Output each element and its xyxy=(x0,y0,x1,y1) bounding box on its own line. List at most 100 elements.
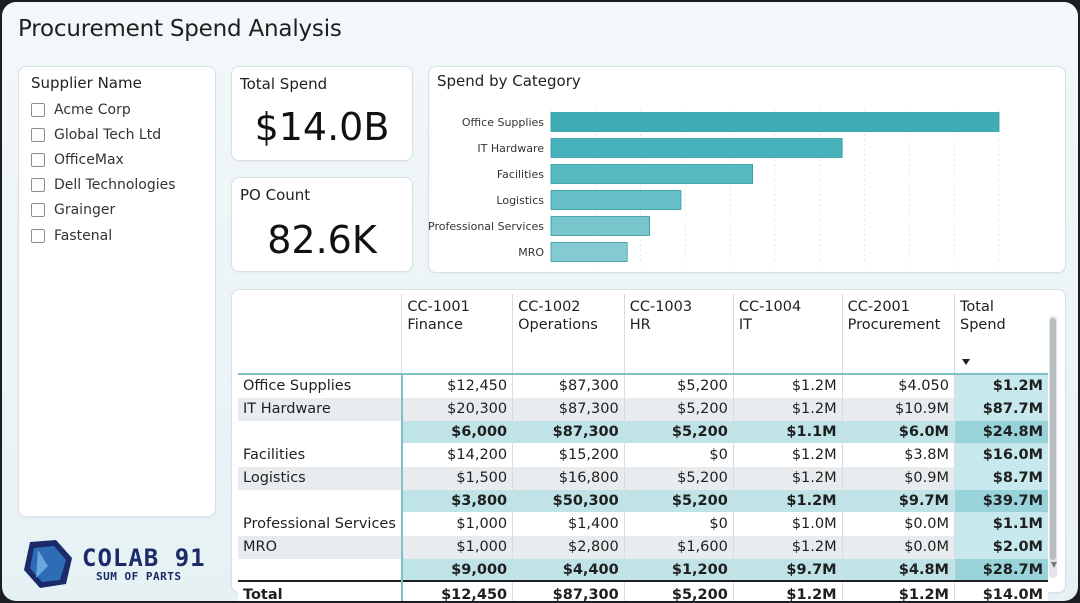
row-label: Total xyxy=(238,580,402,601)
vertical-scrollbar[interactable] xyxy=(1049,316,1057,578)
row-label xyxy=(238,421,402,443)
table-cell: $2,800 xyxy=(512,535,625,559)
table-cell: $1.2M xyxy=(732,374,843,398)
checkbox[interactable] xyxy=(31,228,45,243)
slicer-item-label: Global Tech Ltd xyxy=(54,126,162,143)
total-spend-cell: $2.0M xyxy=(954,535,1048,559)
checkbox[interactable] xyxy=(31,127,45,142)
table-cell: $5,200 xyxy=(623,421,734,443)
kpi-value: $14.0B xyxy=(254,105,390,149)
column-header[interactable]: CC-1001 Finance xyxy=(401,294,513,375)
bar[interactable] xyxy=(550,164,754,184)
sort-descending-icon[interactable] xyxy=(962,359,970,365)
table-cell: $1.2M xyxy=(732,466,843,490)
total-spend-card: Total Spend $14.0B xyxy=(231,66,413,161)
slicer-item-dell[interactable]: Dell Technologies xyxy=(31,173,176,198)
category-label: IT Hardware xyxy=(477,142,544,155)
column-header[interactable]: CC-1004 IT xyxy=(732,294,843,375)
subtotal-row[interactable]: $6,000 $87,300 $5,200 $1.1M $6.0M $24.8M xyxy=(238,421,1048,443)
column-header-line2: IT xyxy=(738,317,752,333)
total-spend-cell: $24.8M xyxy=(954,421,1048,443)
slicer-item-label: Acme Corp xyxy=(54,101,131,118)
table-cell: $5,200 xyxy=(623,580,734,601)
slicer-item-acme-corp[interactable]: Acme Corp xyxy=(31,97,176,122)
colab91-logo: COLAB 91 SUM OF PARTS xyxy=(20,536,210,592)
table-cell: $4.050 xyxy=(841,374,955,398)
table-cell: $1.2M xyxy=(732,443,843,467)
checkbox[interactable] xyxy=(31,102,45,117)
table-cell: $87,300 xyxy=(512,580,625,601)
table-cell: $12,450 xyxy=(400,580,513,601)
table-cell: $5,200 xyxy=(623,397,734,421)
table-cell: $0.0M xyxy=(841,535,955,559)
column-header-line1: CC-1001 xyxy=(407,299,470,315)
slicer-item-officemax[interactable]: OfficeMax xyxy=(31,147,176,172)
logo-name: COLAB 91 xyxy=(82,544,206,572)
kpi-value: 82.6K xyxy=(267,218,377,262)
slicer-item-label: OfficeMax xyxy=(54,151,124,168)
logo-mark-icon xyxy=(24,540,72,588)
table-cell: $1.2M xyxy=(732,397,843,421)
table-cell: $87,300 xyxy=(512,374,625,398)
bar[interactable] xyxy=(550,216,650,236)
table-cell: $9.7M xyxy=(841,490,955,512)
slicer-item-label: Fastenal xyxy=(54,227,113,244)
subtotal-row[interactable]: $3,800 $50,300 $5,200 $1.2M $9.7M $39.7M xyxy=(238,490,1048,512)
column-header[interactable]: CC-1002 Operations xyxy=(512,294,625,375)
table-row[interactable]: IT Hardware $20,300 $87,300 $5,200 $1.2M $10.… xyxy=(238,397,1048,421)
bar[interactable] xyxy=(550,190,682,210)
bar[interactable] xyxy=(550,138,843,158)
table-cell: $4,400 xyxy=(512,559,625,581)
scroll-down-arrow-icon[interactable]: ▼ xyxy=(1050,560,1057,569)
slicer-item-fastenal[interactable]: Fastenal xyxy=(31,223,176,248)
grand-total-row[interactable]: Total $12,450 $87,300 $5,200 $1.2M $1.2M $14.0… xyxy=(238,580,1048,601)
scroll-thumb[interactable] xyxy=(1050,318,1056,560)
table-cell: $1,600 xyxy=(623,535,734,559)
column-header[interactable]: CC-1003 HR xyxy=(623,294,734,375)
table-row[interactable]: Professional Services $1,000 $1,400 $0 $1.0M… xyxy=(238,512,1048,536)
column-header[interactable]: Total Spend xyxy=(954,294,1048,375)
total-spend-cell: $1.2M xyxy=(954,374,1048,398)
column-header[interactable]: CC-2001 Procurement xyxy=(841,294,955,375)
total-spend-cell: $16.0M xyxy=(954,443,1048,467)
subtotal-row[interactable]: $9,000 $4,400 $1,200 $9.7M $4.8M $28.7M xyxy=(238,559,1048,581)
slicer-item-label: Grainger xyxy=(54,202,116,219)
column-header-line2: Finance xyxy=(407,317,463,333)
table-cell: $0 xyxy=(623,443,734,467)
checkbox[interactable] xyxy=(31,152,45,167)
table-cell: $1,200 xyxy=(623,559,734,581)
table-cell: $12,450 xyxy=(400,374,513,398)
column-header[interactable] xyxy=(238,294,402,375)
slicer-item-grainger[interactable]: Grainger xyxy=(31,198,176,223)
table-row[interactable]: MRO $1,000 $2,800 $1,600 $1.2M $0.0M $2.0M xyxy=(238,535,1048,559)
total-spend-cell: $8.7M xyxy=(954,466,1048,490)
kpi-label: PO Count xyxy=(240,186,311,204)
checkbox[interactable] xyxy=(31,178,45,193)
table-cell: $14,200 xyxy=(400,443,513,467)
column-header-line2 xyxy=(960,334,1043,352)
table-row[interactable]: Office Supplies $12,450 $87,300 $5,200 $1.2M… xyxy=(238,374,1048,398)
total-spend-cell: $39.7M xyxy=(954,490,1048,512)
table-cell: $0 xyxy=(623,512,734,536)
bar[interactable] xyxy=(550,112,1000,132)
table-row[interactable]: Facilities $14,200 $15,200 $0 $1.2M $3.8M $16.… xyxy=(238,443,1048,467)
row-label: MRO xyxy=(238,535,402,559)
table-cell: $5,200 xyxy=(623,374,734,398)
table-cell: $1.2M xyxy=(732,535,843,559)
table-row[interactable]: Logistics $1,500 $16,800 $5,200 $1.2M $0.9M $8… xyxy=(238,466,1048,490)
column-header-line2: HR xyxy=(629,317,651,333)
slicer-item-global-tech[interactable]: Global Tech Ltd xyxy=(31,122,176,147)
chart-title: Spend by Category xyxy=(437,72,581,90)
table-cell: $1,400 xyxy=(512,512,625,536)
column-header-line1: CC-1002 xyxy=(518,299,581,315)
column-header-line1: Total Spend xyxy=(960,299,1006,333)
table-cell: $10.9M xyxy=(841,397,955,421)
row-label xyxy=(238,490,402,512)
spend-matrix: CC-1001 Finance CC-1002 Operations CC-1003 HR… xyxy=(231,289,1066,601)
row-label: Logistics xyxy=(238,466,402,490)
bar[interactable] xyxy=(550,242,628,262)
table-cell: $3.8M xyxy=(841,443,955,467)
table-cell: $1.2M xyxy=(732,490,843,512)
supplier-slicer: Supplier Name Acme Corp Global Tech Ltd … xyxy=(18,66,216,517)
checkbox[interactable] xyxy=(31,203,45,218)
